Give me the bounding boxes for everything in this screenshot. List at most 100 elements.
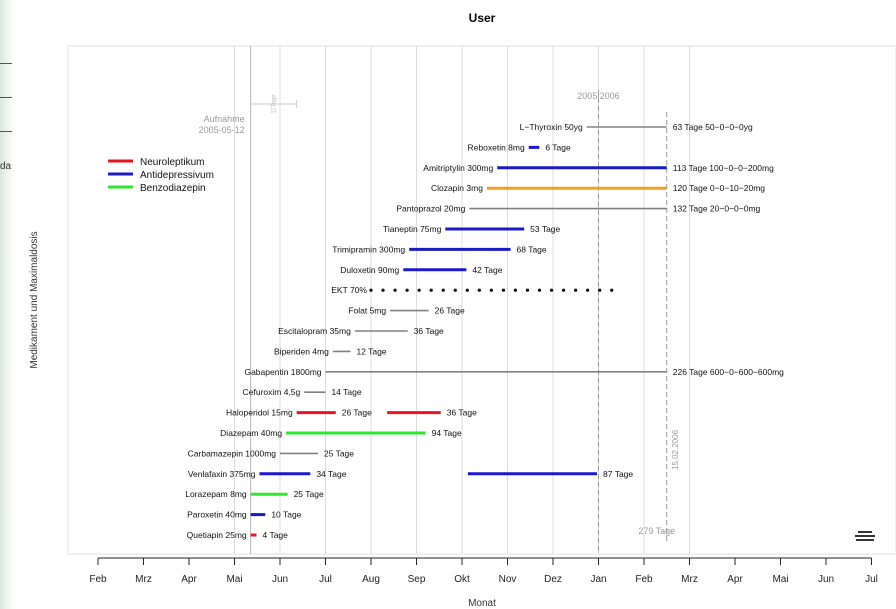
duration-label: 132 Tage 20−0−0−0mg: [673, 204, 761, 214]
ect-session-dot: [598, 288, 602, 292]
ect-session-dot: [513, 288, 518, 292]
ect-session-dot: [489, 288, 493, 292]
duration-label: 226 Tage 600−0−600−600mg: [673, 367, 784, 377]
legend-label: Benzodiazepin: [140, 183, 206, 194]
ect-session-dot: [393, 288, 397, 292]
duration-label: 120 Tage 0−0−10−20mg: [673, 183, 766, 193]
duration-label: 25 Tage: [294, 489, 324, 499]
drug-label: Paroxetin 40mg: [187, 510, 247, 520]
ect-session-dot: [610, 288, 614, 292]
drug-label: Diazepam 40mg: [220, 428, 282, 438]
duration-label: 68 Tage: [517, 244, 547, 254]
left-panel-label: da: [0, 161, 12, 172]
drug-label: Carbamazepin 1000mg: [188, 448, 277, 458]
ect-session-dot: [586, 288, 590, 292]
x-tick-label: Jul: [865, 574, 878, 585]
ect-session-dot: [429, 288, 433, 292]
x-tick-label: Feb: [635, 574, 653, 585]
duration-label: 25 Tage: [324, 448, 354, 458]
duration-label: 53 Tage: [530, 224, 560, 234]
drug-label: Quetiapin 25mg: [187, 530, 247, 540]
drug-label: Haloperidol 15mg: [226, 408, 293, 418]
ect-session-dot: [549, 288, 554, 292]
drug-label: Amitriptylin 300mg: [423, 163, 493, 173]
drug-label: Lorazepam 8mg: [185, 489, 247, 499]
drug-label: Gabapentin 1800mg: [244, 367, 321, 377]
ect-session-dot: [561, 288, 566, 292]
total-days-label: 279 Tage: [638, 526, 675, 536]
x-tick-label: Jun: [818, 574, 834, 585]
ect-session-dot: [417, 288, 421, 292]
plot-area: [67, 45, 896, 555]
medication-rows: L−Thyroxin 50yg 63 Tage 50−0−0−0yg Reboxet…: [185, 122, 784, 540]
admission-date-label: 2005-05-12: [199, 125, 245, 135]
left-panel-rules: [0, 30, 12, 140]
duration-label: 42 Tage: [472, 265, 502, 275]
stamp-logo: [855, 531, 875, 541]
duration-label: 26 Tage: [342, 408, 372, 418]
x-tick-label: Nov: [499, 574, 517, 585]
x-tick-label: Feb: [89, 574, 107, 585]
drug-label: Pantoprazol 20mg: [396, 204, 465, 214]
left-panel-strip: [0, 0, 14, 609]
drug-label: Folat 5mg: [348, 306, 386, 316]
ect-session-dot: [574, 288, 578, 292]
chart-title: User: [469, 11, 496, 25]
ect-session-dot: [477, 288, 481, 292]
x-tick-label: Mrz: [135, 574, 152, 585]
year-boundary-label: 2005|2006: [577, 91, 619, 101]
x-tick-label: Okt: [454, 574, 470, 585]
duration-label: 87 Tage: [603, 469, 633, 479]
ect-session-dot: [369, 288, 373, 292]
drug-label: Trimipramin 300mg: [332, 244, 405, 254]
x-axis-label: Monat: [468, 598, 496, 609]
y-axis-label: Medikament und Maximaldosis: [29, 231, 40, 368]
duration-label: 34 Tage: [316, 469, 346, 479]
x-tick-label: Jul: [319, 574, 332, 585]
duration-label: 36 Tage: [447, 408, 477, 418]
duration-label: 6 Tage: [545, 142, 571, 152]
ect-session-dot: [381, 288, 385, 292]
x-tick-label: Jan: [590, 574, 606, 585]
duration-label: 63 Tage 50−0−0−0yg: [673, 122, 753, 132]
legend: Neuroleptikum Antidepressivum Benzodiazepi…: [108, 157, 214, 194]
duration-label: 94 Tage: [432, 428, 462, 438]
drug-label: Clozapin 3mg: [431, 183, 483, 193]
x-tick-label: Mrz: [681, 574, 698, 585]
drug-label: Cefuroxim 4,5g: [243, 387, 301, 397]
x-tick-label: Apr: [181, 574, 197, 585]
drug-label: Venlafaxin 375mg: [188, 469, 256, 479]
drug-label: Tianeptin 75mg: [383, 224, 442, 234]
duration-label: 12 Tage: [356, 346, 386, 356]
drug-label: EKT 70%: [331, 285, 367, 295]
x-tick-label: Jun: [272, 574, 288, 585]
duration-label: 10 Tage: [271, 510, 301, 520]
x-tick-label: Mai: [226, 574, 242, 585]
drug-label: Duloxetin 90mg: [340, 265, 399, 275]
x-tick-label: Apr: [727, 574, 743, 585]
duration-label: 26 Tage: [435, 306, 465, 316]
ect-session-dot: [465, 288, 469, 292]
admission-label: Aufnahme: [204, 114, 245, 124]
drug-label: Biperiden 4mg: [274, 346, 329, 356]
legend-label: Neuroleptikum: [140, 157, 204, 168]
x-tick-label: Aug: [362, 574, 380, 585]
admission-days-label: 11Tage: [272, 94, 278, 114]
duration-label: 113 Tage 100−0−0−200mg: [673, 163, 774, 173]
x-tick-label: Mai: [772, 574, 788, 585]
ect-session-dot: [525, 288, 530, 292]
end-date-label: 15.02.2006: [671, 429, 680, 470]
duration-label: 4 Tage: [263, 530, 289, 540]
x-tick-label: Dez: [544, 574, 562, 585]
x-axis: Feb Mrz Apr Mai Jun Jul Aug Sep Okt Nov Dez Jan Feb M…: [89, 557, 878, 585]
ect-session-dot: [405, 288, 409, 292]
ect-session-dot: [441, 288, 445, 292]
ect-session-dot: [453, 288, 457, 292]
x-tick-label: Sep: [408, 574, 426, 585]
duration-label: 36 Tage: [414, 326, 444, 336]
drug-label: Reboxetin 8mg: [468, 142, 525, 152]
drug-label: Escitalopram 35mg: [278, 326, 351, 336]
duration-label: 14 Tage: [332, 387, 362, 397]
